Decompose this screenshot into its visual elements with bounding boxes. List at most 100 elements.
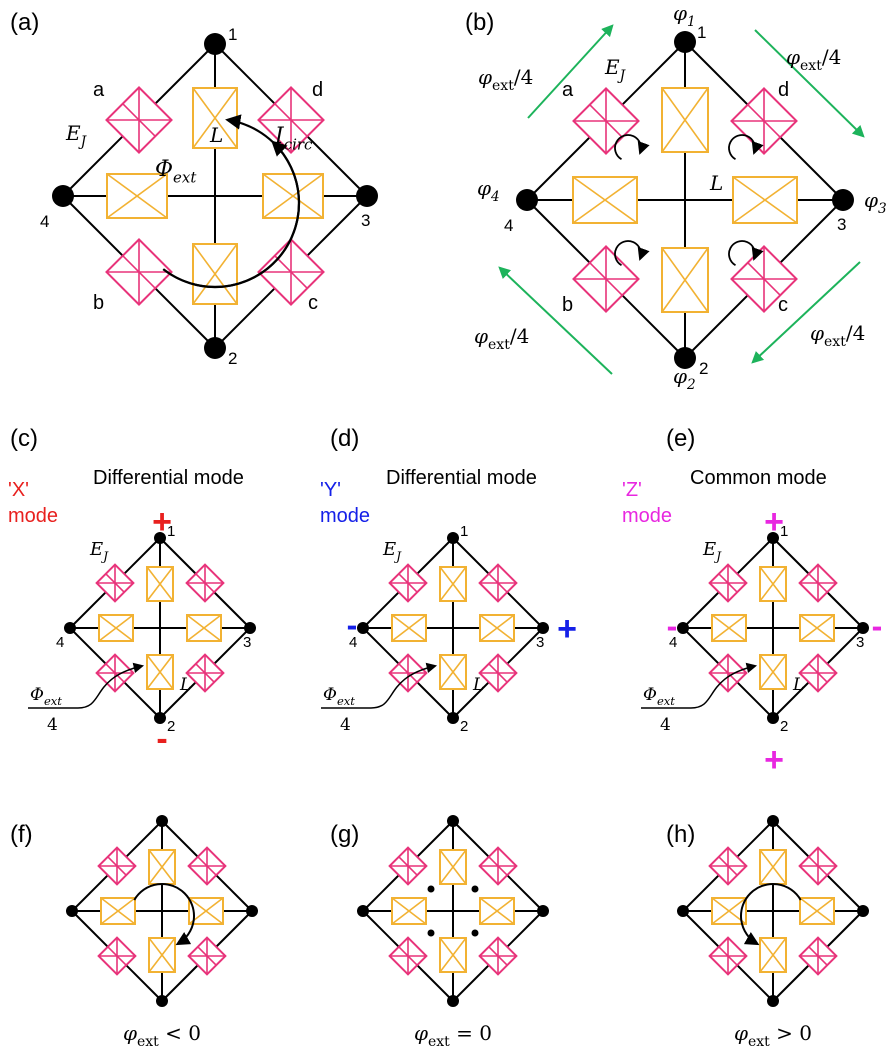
node-1-label: 1 [228,25,237,44]
ej-label: EJ [89,539,109,563]
junction-a-icon [388,563,428,603]
node-dot-icon [674,347,696,369]
node-dot-icon [674,31,696,53]
node-dot-icon [52,185,74,207]
small-circulation-arrow-icon [728,240,764,267]
node-dot-icon [767,995,779,1007]
junction-c-icon [185,653,225,693]
sign-plus: + [764,503,784,541]
panel-d-label: (d) [330,425,359,452]
junction-a-icon [388,846,428,886]
ej-label: EJ [382,539,402,563]
junction-c-icon [478,653,518,693]
node-2-label: 2 [780,718,788,735]
ej-label: EJ [604,55,627,84]
node-3-label: 3 [536,634,544,651]
inductor-left-icon [572,176,638,224]
mode-name-label: 'Y' [320,479,341,501]
inductor-right-icon [799,614,835,642]
flux-arrow-bottom-right-icon [751,261,861,364]
node-dot-icon [246,905,258,917]
flux-numerator: Φext [323,685,355,708]
node-dot-icon [677,905,689,917]
node-dot-icon [66,905,78,917]
junction-d-icon [478,846,518,886]
inductor-left-icon [711,614,747,642]
flux-pointer-arrow-icon [690,662,758,709]
node-3-label: 3 [856,634,864,651]
flux-denominator: 4 [340,715,351,735]
node-dot-icon [244,622,256,634]
ej-label: EJ [702,539,722,563]
flux-pointer-arrow-icon [77,662,145,709]
node-dot-icon [767,532,779,544]
node-3-label: 3 [361,211,370,230]
inductor-left-icon [106,173,168,219]
node-1-label: 1 [780,523,788,540]
inductor-top-icon [661,87,709,153]
node-3-label: 3 [837,215,846,234]
node-dot-icon [204,33,226,55]
node-dot-icon [357,905,369,917]
node-4-label: 4 [669,634,677,651]
node-4-label: 4 [504,216,513,235]
junction-c-icon [257,238,325,306]
ej-label: EJ [65,121,88,150]
inductor-bottom-icon [439,937,467,973]
zero-flux-dot-icon [427,929,435,937]
junction-b-label: b [93,292,104,314]
node-2-label: 2 [460,718,468,735]
inductor-right-icon [262,173,324,219]
node-dot-icon [537,905,549,917]
flux-arrow-top-left-icon [527,24,614,119]
panel-g-label: (g) [330,821,359,848]
junction-b-icon [388,653,428,693]
node-dot-icon [156,995,168,1007]
panel-d-title: Differential mode [386,467,537,489]
junction-d-icon [187,846,227,886]
node-4-label: 4 [40,212,49,231]
flux-label-top-right: φext/4 [786,45,841,74]
junction-b-label: b [562,294,573,316]
node-dot-icon [677,622,689,634]
junction-a-label: a [93,79,105,101]
junction-d-icon [798,563,838,603]
junction-b-icon [95,653,135,693]
flux-label-top-left: φext/4 [478,65,533,94]
flux-denominator: 4 [47,715,58,735]
node-dot-icon [154,532,166,544]
node-4-label: 4 [56,634,64,651]
mode-word-label: mode [320,505,370,527]
panel-c-title: Differential mode [93,467,244,489]
junction-a-icon [708,563,748,603]
node-2-label: 2 [228,349,237,368]
circulation-arrow-icon [162,140,301,289]
junction-a-label: a [562,79,574,101]
mode-name-label: 'Z' [622,479,642,501]
phase-4-label: φ4 [477,176,500,205]
junction-c-icon [187,936,227,976]
node-dot-icon [447,532,459,544]
node-dot-icon [447,815,459,827]
junction-d-icon [478,563,518,603]
junction-d-label: d [778,79,789,101]
sign-plus: + [557,610,577,648]
inductor-right-icon [479,897,515,925]
inductor-left-icon [391,614,427,642]
panel-e-title: Common mode [690,467,827,489]
inductor-right-icon [799,897,835,925]
junction-d-icon [798,846,838,886]
inductor-top-icon [146,566,174,602]
node-dot-icon [156,815,168,827]
junction-d-icon [185,563,225,603]
node-dot-icon [767,815,779,827]
node-dot-icon [832,189,854,211]
inductor-bottom-icon [439,654,467,690]
sign-plus: + [764,741,784,779]
inductor-left-icon [98,614,134,642]
sign-minus: - [156,720,167,758]
circulation-arrow-icon [740,883,802,946]
sign-plus: + [152,503,172,541]
inductor-bottom-icon [146,654,174,690]
node-dot-icon [357,622,369,634]
